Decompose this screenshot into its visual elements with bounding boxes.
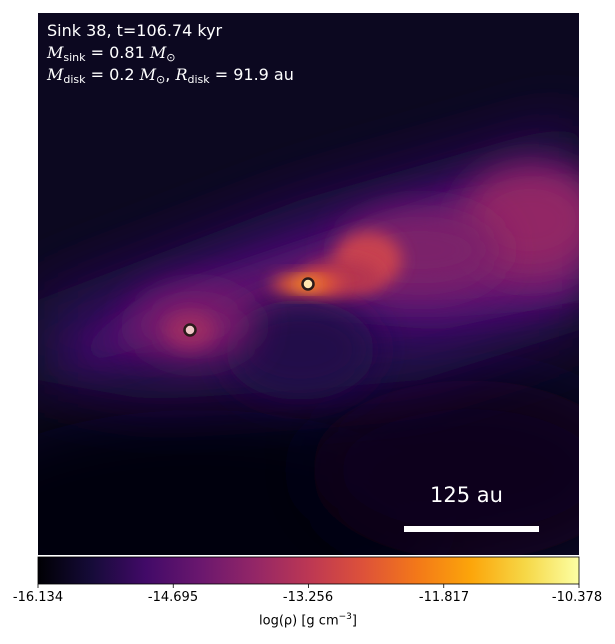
- sink-secondary-marker: [183, 323, 197, 337]
- colorbar-tick-label: -11.817: [418, 590, 470, 605]
- colorbar-tick-label: -13.256: [282, 590, 334, 605]
- panel-title: Sink 38, t=106.74 kyr: [47, 21, 223, 40]
- density-image: [38, 13, 579, 555]
- colorbar-tick-label: -10.378: [551, 590, 603, 605]
- scale-bar-label: 125 au: [430, 483, 503, 507]
- colorbar-tick-label: -16.134: [12, 590, 64, 605]
- colorbar-label: log(ρ) [g cm−3]: [259, 612, 357, 629]
- scale-bar: [404, 526, 539, 532]
- sink-primary-marker: [301, 277, 315, 291]
- disk-props-label: Mdisk = 0.2 M⊙, Rdisk = 91.9 au: [47, 65, 294, 86]
- colorbar-ticks: [37, 584, 580, 588]
- colorbar-tick-label: -14.695: [147, 590, 199, 605]
- colorbar: [37, 556, 580, 585]
- sink-mass-label: Msink = 0.81 M⊙: [47, 43, 176, 64]
